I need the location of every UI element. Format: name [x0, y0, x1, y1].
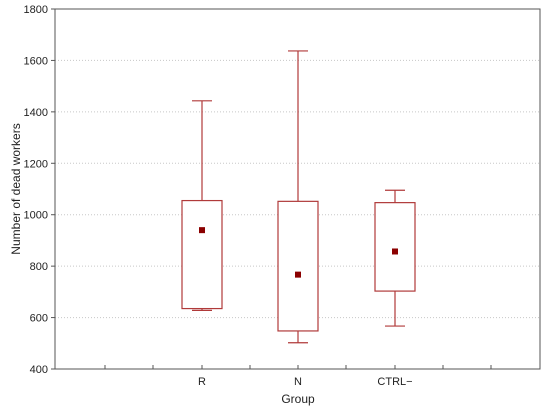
x-axis-ticks: R N CTRL− [104, 365, 492, 388]
y-axis-title: Number of dead workers [9, 123, 23, 254]
y-tick-label: 1400 [24, 107, 48, 119]
box-2 [374, 189, 416, 327]
boxes [181, 50, 416, 344]
plot-frame [54, 8, 541, 370]
x-tick-label: CTRL− [377, 376, 412, 388]
box-0 [181, 100, 223, 311]
y-tick-label: 600 [30, 313, 48, 325]
x-tick-label: N [294, 376, 302, 388]
center-marker [295, 271, 301, 278]
y-tick-label: 800 [30, 261, 48, 273]
center-marker [199, 227, 205, 234]
x-axis-title: Group [281, 392, 315, 406]
y-tick-label: 1800 [24, 4, 48, 16]
y-tick-label: 400 [30, 364, 48, 376]
box-body [181, 199, 223, 310]
box-body [277, 200, 319, 332]
y-tick-label: 1000 [24, 210, 48, 222]
y-tick-label: 1600 [24, 55, 48, 67]
box-1 [277, 50, 319, 344]
x-tick-label: R [198, 376, 206, 388]
y-axis-ticks: 400 600 800 1000 1200 1400 1600 1800 [24, 4, 55, 376]
y-tick-label: 1200 [24, 158, 48, 170]
center-marker [392, 248, 398, 255]
box-body [374, 202, 416, 292]
